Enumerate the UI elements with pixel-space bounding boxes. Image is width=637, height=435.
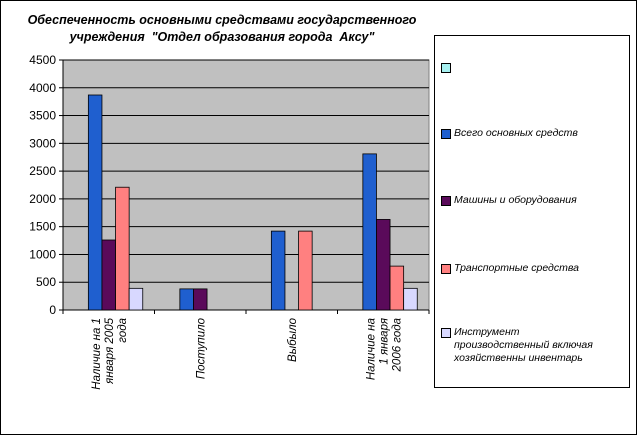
y-tick-label: 1500 (29, 220, 56, 234)
bar (87, 94, 103, 311)
bar (101, 239, 116, 311)
y-tick-label: 1000 (29, 247, 56, 261)
legend-label: Всего основных средств (454, 127, 624, 140)
y-tick-label: 4500 (29, 53, 56, 67)
legend-label: Транспортные средства (454, 262, 624, 275)
legend-label: Инструмент производственный включая хозяйс… (454, 326, 624, 365)
y-tick-label: 500 (36, 275, 56, 289)
legend-label-line: производственный включая (454, 339, 593, 351)
legend-label-line: Всего основных средств (454, 127, 578, 139)
category-label: Выбыло (287, 317, 299, 362)
y-tick-label: 0 (49, 303, 56, 317)
category-label: 2006 года (391, 318, 403, 372)
legend-label-line: Машины и оборудования (454, 194, 577, 206)
bar (403, 287, 418, 311)
legend-label-line: хозяйственны инвентарь (454, 352, 583, 364)
category-label: Поступило (195, 317, 207, 379)
bar (362, 153, 377, 311)
category-label: года (117, 318, 129, 343)
legend: Всего основных средств Машины и оборудова… (434, 35, 630, 388)
legend-label: Машины и оборудования (454, 194, 624, 207)
bar (389, 265, 405, 311)
legend-label-line: Инструмент (454, 326, 520, 338)
bar (270, 230, 286, 311)
bar (115, 186, 130, 311)
y-tick-label: 2000 (29, 192, 56, 206)
legend-label-line: Транспортные средства (454, 262, 579, 274)
legend-swatch (441, 196, 451, 206)
y-tick-label: 3000 (29, 136, 56, 150)
legend-swatch (441, 264, 451, 274)
bar (128, 287, 144, 311)
category-label: января 2005 (104, 317, 116, 384)
bar (298, 230, 313, 311)
y-tick-label: 3500 (29, 109, 56, 123)
y-tick-label: 4000 (29, 81, 56, 95)
chart-title: Обеспеченность основными средствами госу… (8, 12, 436, 46)
chart-title-line-2: учреждения "Отдел образования города Акс… (69, 30, 375, 44)
chart-title-line-1: Обеспеченность основными средствами госу… (27, 13, 417, 27)
y-tick-label: 2500 (29, 164, 56, 178)
legend-swatch (441, 129, 451, 139)
category-label: Наличие на 1 (91, 318, 103, 390)
category-label: Наличие на (365, 318, 377, 380)
bar (179, 288, 194, 311)
legend-swatch (441, 328, 451, 338)
bar (193, 288, 208, 311)
bar (376, 219, 391, 311)
legend-swatch (441, 63, 451, 73)
category-label: 1 января (378, 318, 390, 365)
